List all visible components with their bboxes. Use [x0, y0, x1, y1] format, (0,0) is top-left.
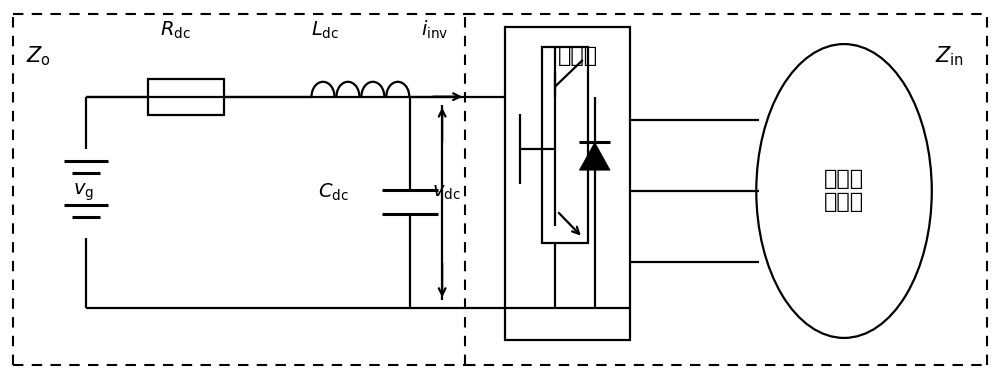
Text: $Z_{\mathrm{in}}$: $Z_{\mathrm{in}}$ [935, 45, 964, 68]
Text: $v_{\mathrm{dc}}$: $v_{\mathrm{dc}}$ [432, 183, 461, 202]
Text: $L_{\mathrm{dc}}$: $L_{\mathrm{dc}}$ [311, 20, 340, 41]
Bar [148, 79, 224, 115]
Text: $R_{\mathrm{dc}}$: $R_{\mathrm{dc}}$ [160, 20, 191, 41]
Bar [542, 47, 588, 243]
Polygon shape [579, 142, 610, 170]
Text: 逆变器: 逆变器 [558, 46, 598, 66]
Text: $C_{\mathrm{dc}}$: $C_{\mathrm{dc}}$ [318, 182, 348, 203]
Text: 永磁同
步电机: 永磁同 步电机 [824, 169, 864, 212]
Text: $v_{\mathrm{g}}$: $v_{\mathrm{g}}$ [73, 182, 94, 203]
Text: $Z_{\mathrm{o}}$: $Z_{\mathrm{o}}$ [26, 45, 51, 68]
Bar [505, 27, 630, 340]
Text: $i_{\mathrm{inv}}$: $i_{\mathrm{inv}}$ [421, 19, 449, 41]
